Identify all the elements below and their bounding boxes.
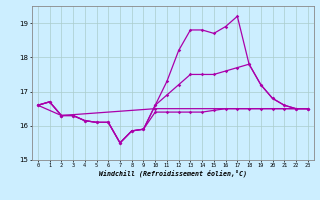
X-axis label: Windchill (Refroidissement éolien,°C): Windchill (Refroidissement éolien,°C) <box>99 170 247 177</box>
